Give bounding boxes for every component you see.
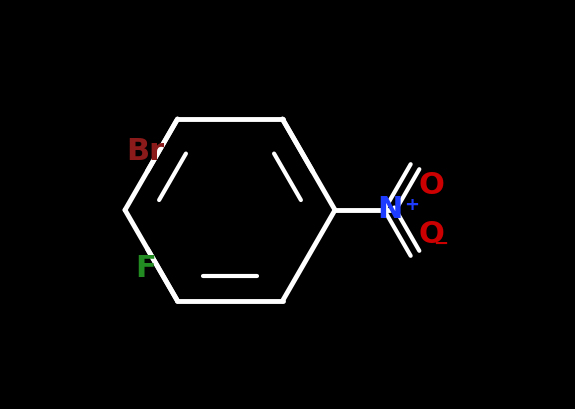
- Text: N: N: [377, 196, 402, 225]
- Text: +: +: [404, 196, 419, 214]
- Text: F: F: [135, 254, 156, 283]
- Text: O: O: [419, 171, 445, 200]
- Text: −: −: [433, 235, 448, 253]
- Text: Br: Br: [126, 137, 164, 166]
- Text: O: O: [419, 220, 445, 249]
